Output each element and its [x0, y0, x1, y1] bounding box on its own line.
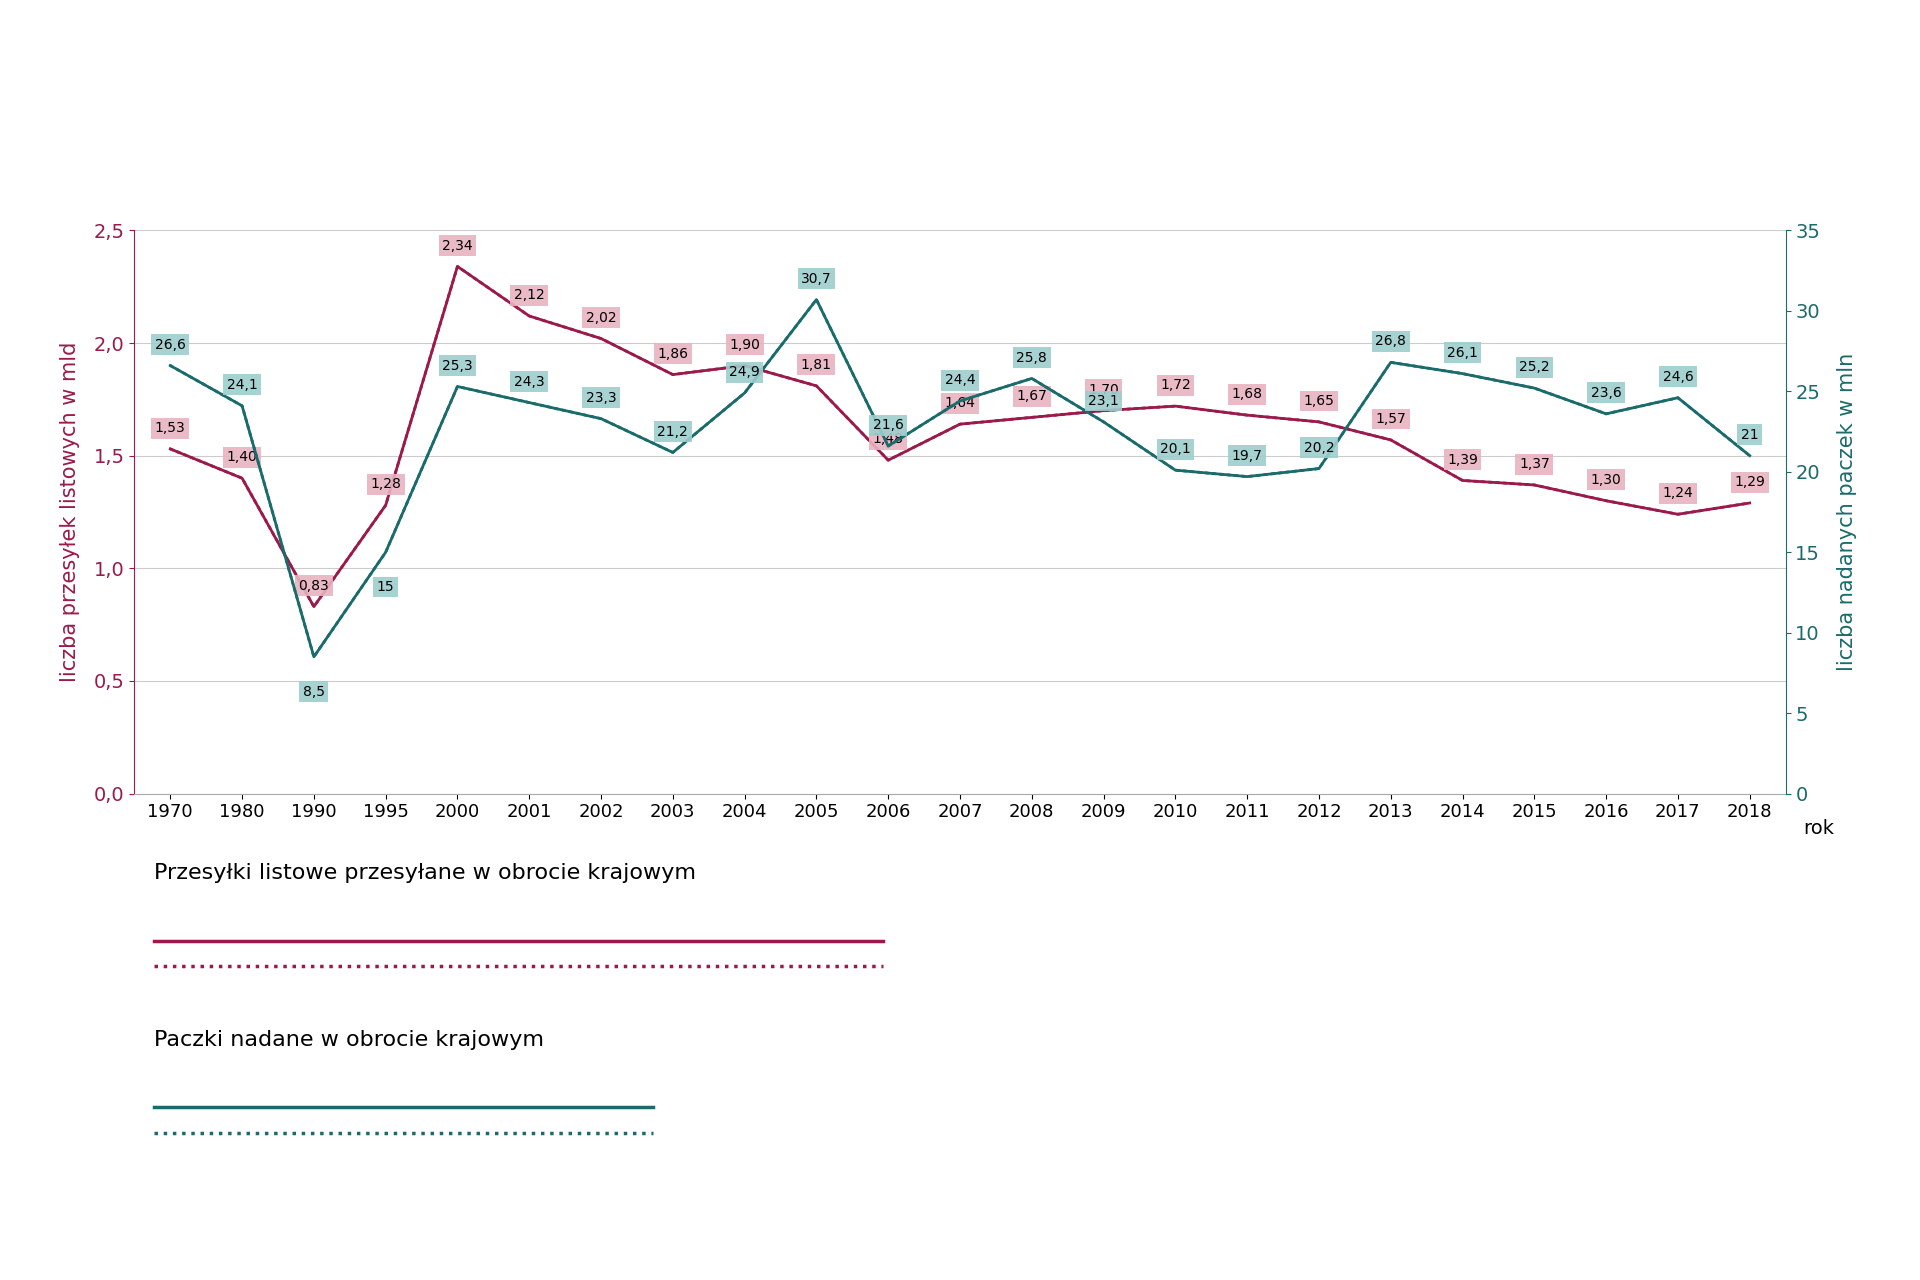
Text: 24,9: 24,9 [730, 365, 760, 379]
Text: 24,4: 24,4 [945, 372, 975, 387]
Text: 15: 15 [376, 580, 394, 594]
Text: 1,90: 1,90 [730, 338, 760, 352]
Text: 1,64: 1,64 [945, 397, 975, 411]
Text: 25,3: 25,3 [442, 358, 472, 372]
Text: 21,2: 21,2 [657, 425, 687, 439]
Text: 1,48: 1,48 [874, 433, 904, 447]
Text: 19,7: 19,7 [1233, 449, 1263, 462]
Text: 25,8: 25,8 [1016, 351, 1046, 365]
Text: 1,29: 1,29 [1734, 475, 1764, 489]
Text: 1,67: 1,67 [1016, 389, 1046, 403]
Text: Przesyłki listowe przesyłane w obrocie krajowym: Przesyłki listowe przesyłane w obrocie k… [154, 863, 695, 883]
Text: 2,34: 2,34 [442, 238, 472, 252]
Text: 1,65: 1,65 [1304, 394, 1334, 408]
Y-axis label: liczba nadanych paczek w mln: liczba nadanych paczek w mln [1837, 353, 1857, 671]
Text: 26,6: 26,6 [156, 338, 186, 352]
Y-axis label: liczba przesyłek listowych w mld: liczba przesyłek listowych w mld [60, 342, 81, 682]
Text: 30,7: 30,7 [801, 271, 831, 285]
Text: 21: 21 [1741, 428, 1759, 442]
Text: 23,3: 23,3 [586, 390, 616, 404]
Text: 1,53: 1,53 [156, 421, 186, 435]
Text: 1,68: 1,68 [1231, 388, 1263, 401]
Text: 1,40: 1,40 [227, 451, 257, 465]
Text: 1,28: 1,28 [371, 477, 401, 492]
Text: 1,39: 1,39 [1448, 453, 1478, 467]
Text: 1,37: 1,37 [1519, 457, 1549, 471]
Text: 26,8: 26,8 [1375, 334, 1405, 348]
Text: 23,6: 23,6 [1592, 387, 1622, 399]
Text: 1,24: 1,24 [1663, 486, 1693, 500]
Text: 26,1: 26,1 [1448, 346, 1478, 360]
X-axis label: rok: rok [1803, 819, 1834, 838]
Text: 20,1: 20,1 [1160, 443, 1190, 456]
Text: 1,57: 1,57 [1375, 412, 1405, 426]
Text: 1,70: 1,70 [1089, 383, 1119, 397]
Text: Paczki nadane w obrocie krajowym: Paczki nadane w obrocie krajowym [154, 1029, 543, 1050]
Text: 1,30: 1,30 [1592, 472, 1622, 486]
Text: 24,3: 24,3 [515, 375, 545, 389]
Text: 25,2: 25,2 [1519, 360, 1549, 374]
Text: 2,12: 2,12 [515, 288, 545, 302]
Text: 0,83: 0,83 [298, 579, 328, 593]
Text: 1,72: 1,72 [1160, 378, 1190, 392]
Text: 21,6: 21,6 [874, 419, 904, 433]
Text: 24,6: 24,6 [1663, 370, 1693, 384]
Text: 20,2: 20,2 [1304, 440, 1334, 454]
Text: 24,1: 24,1 [227, 378, 257, 392]
Text: 2,02: 2,02 [586, 311, 616, 325]
Text: 1,86: 1,86 [657, 347, 689, 361]
Text: 1,81: 1,81 [801, 358, 831, 372]
Text: 23,1: 23,1 [1089, 394, 1119, 408]
Text: 8,5: 8,5 [303, 685, 324, 699]
